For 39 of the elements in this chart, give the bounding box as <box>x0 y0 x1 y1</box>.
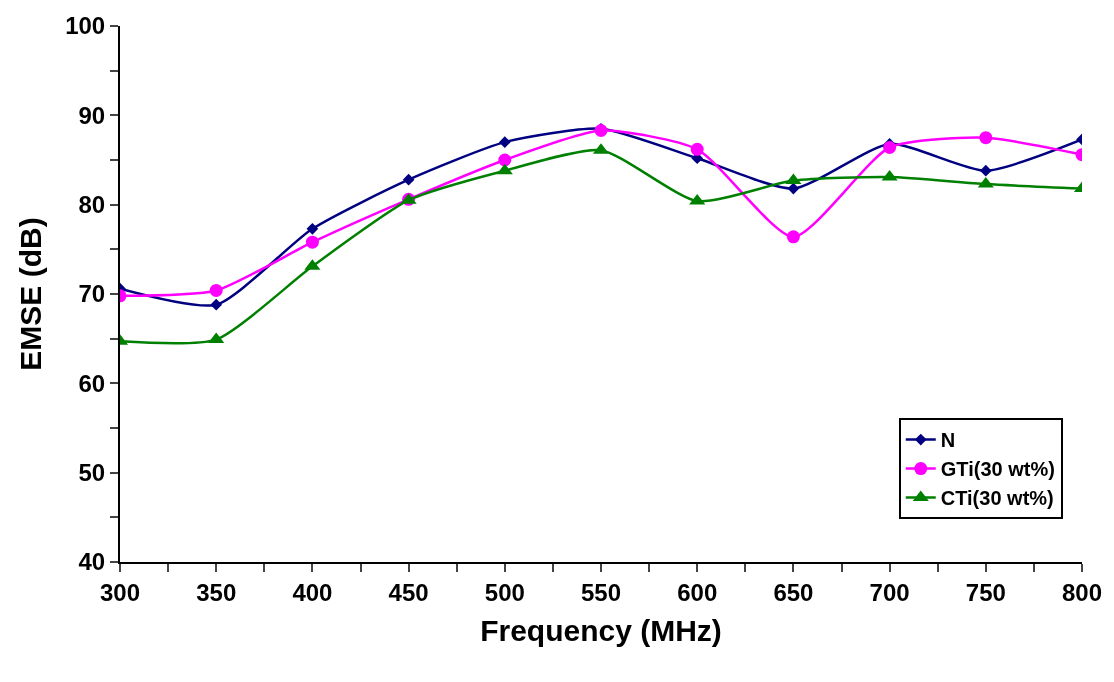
point <box>305 235 319 249</box>
point <box>979 131 993 145</box>
x-tick-label: 750 <box>965 578 1006 606</box>
x-tick-label: 550 <box>580 578 622 606</box>
point <box>786 230 800 244</box>
y-tick-label: 80 <box>78 191 106 219</box>
legend-label: GTi(30 wt%) <box>940 458 1055 481</box>
y-tick-label: 60 <box>78 369 106 397</box>
point <box>881 169 898 181</box>
x-tick-label: 700 <box>869 578 910 606</box>
x-tick-label: 450 <box>388 578 429 606</box>
point <box>306 222 319 235</box>
point <box>690 142 704 156</box>
point <box>402 173 415 186</box>
point <box>210 298 223 311</box>
y-tick-label: 50 <box>78 459 106 487</box>
point <box>979 164 992 177</box>
x-tick-label: 350 <box>196 578 237 606</box>
legend-label: N <box>940 429 956 452</box>
x-tick-label: 650 <box>773 578 814 606</box>
x-tick-label: 500 <box>484 578 525 606</box>
x-tick-label: 600 <box>677 578 718 606</box>
point <box>209 283 223 297</box>
y-tick-label: 90 <box>78 101 106 129</box>
y-axis-title: EMSE (dB) <box>13 217 47 371</box>
point <box>208 332 225 344</box>
y-tick-label: 70 <box>78 280 106 308</box>
point <box>883 140 897 154</box>
point <box>496 163 513 175</box>
point <box>498 153 512 167</box>
legend-label: CTi(30 wt%) <box>940 487 1054 510</box>
x-axis-title: Frequency (MHz) <box>480 613 722 647</box>
point <box>498 136 511 148</box>
x-tick-label: 800 <box>1061 578 1103 606</box>
x-tick-label: 300 <box>99 578 141 606</box>
y-tick-label: 40 <box>78 548 106 576</box>
x-tick-label: 400 <box>292 578 333 606</box>
y-tick-label: 100 <box>65 12 106 40</box>
point <box>785 173 802 185</box>
